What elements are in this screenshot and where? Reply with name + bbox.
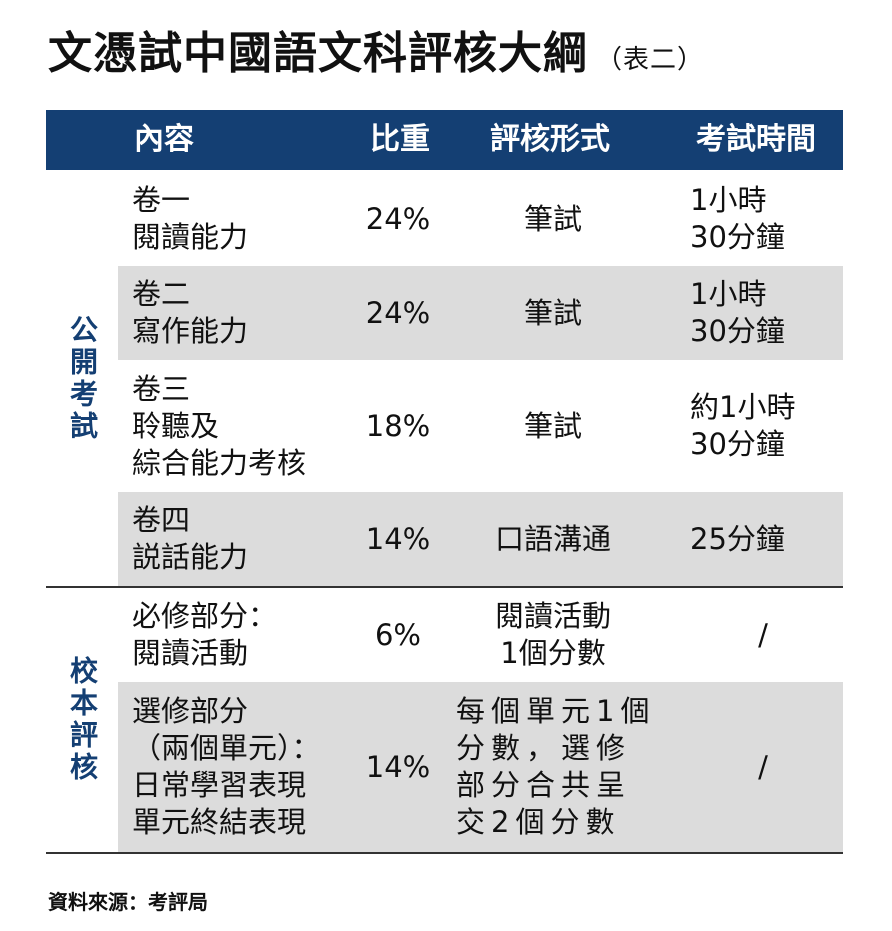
- table-row: 選修部分 （兩個單元）： 日常學習表現 單元終結表現 14% 每個單元1個 分數…: [118, 682, 843, 852]
- row-form: 每個單元1個 分數，選修 部分合共呈 交2個分數: [456, 694, 656, 839]
- row-time: /: [758, 617, 768, 652]
- table-row: 必修部分： 閱讀活動 6% 閱讀活動 1個分數 /: [118, 588, 843, 682]
- row-content: 選修部分 （兩個單元）： 日常學習表現 單元終結表現: [132, 694, 321, 839]
- row-form: 筆試: [523, 295, 582, 330]
- row-weight: 18%: [365, 408, 431, 443]
- title-text: 文憑試中國語文科評核大綱: [48, 28, 588, 79]
- title-note: （表二）: [596, 45, 705, 75]
- group-label-school: 校本評核: [66, 656, 99, 784]
- table-header: 內容 比重 評核形式 考試時間: [46, 110, 843, 170]
- table-row: 卷四 説話能力 14% 口語溝通 25分鐘: [118, 492, 843, 586]
- row-content: 卷二 寫作能力: [132, 277, 249, 348]
- row-content: 卷一 閱讀能力: [132, 183, 249, 254]
- row-weight: 24%: [365, 295, 431, 330]
- table-row: 卷一 閱讀能力 24% 筆試 1小時 30分鐘: [118, 172, 843, 266]
- row-weight: 14%: [365, 749, 431, 784]
- row-content: 必修部分： 閱讀活動: [132, 599, 278, 670]
- source-note: 資料來源：考評局: [48, 890, 208, 914]
- row-form: 筆試: [523, 201, 582, 236]
- page-title: 文憑試中國語文科評核大綱 （表二）: [48, 26, 704, 88]
- header-weight: 比重: [370, 122, 430, 157]
- row-time: 約1小時 30分鐘: [690, 390, 796, 461]
- table-row: 卷二 寫作能力 24% 筆試 1小時 30分鐘: [118, 266, 843, 360]
- header-form: 評核形式: [490, 122, 610, 157]
- row-content: 卷四 説話能力: [132, 503, 249, 574]
- row-form: 筆試: [523, 408, 582, 443]
- row-form: 口語溝通: [494, 521, 611, 556]
- table-bottom-rule: [46, 852, 843, 854]
- row-weight: 24%: [365, 201, 431, 236]
- row-weight: 6%: [374, 617, 421, 652]
- row-time: 1小時 30分鐘: [690, 277, 785, 348]
- row-form: 閱讀活動 1個分數: [494, 599, 611, 670]
- row-time: /: [758, 749, 768, 784]
- row-weight: 14%: [365, 521, 431, 556]
- header-time: 考試時間: [696, 122, 816, 157]
- table-row: 卷三 聆聽及 綜合能力考核 18% 筆試 約1小時 30分鐘: [118, 360, 843, 492]
- header-content: 內容: [134, 122, 194, 157]
- row-time: 25分鐘: [690, 521, 785, 556]
- row-content: 卷三 聆聽及 綜合能力考核: [132, 371, 307, 480]
- section-divider: [46, 586, 843, 588]
- row-time: 1小時 30分鐘: [690, 183, 785, 254]
- group-label-public: 公開考試: [66, 315, 99, 443]
